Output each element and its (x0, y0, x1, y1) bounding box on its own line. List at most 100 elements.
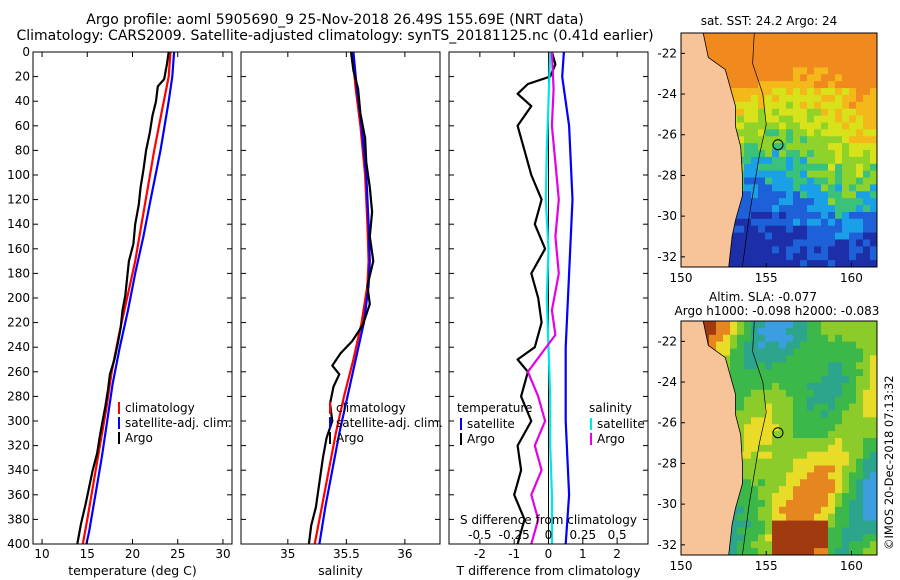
legend-label: Argo (467, 432, 495, 446)
legend-title-temperature: temperature (457, 401, 532, 415)
map-cell (800, 170, 808, 179)
map-cell (772, 520, 780, 529)
map-cell (744, 260, 752, 267)
map-cell (849, 170, 857, 179)
map-cell (856, 39, 864, 48)
map-cell (779, 211, 787, 220)
map-cell (828, 493, 836, 501)
map-cell (856, 417, 864, 425)
map-cell (828, 465, 836, 474)
map-cell (765, 46, 773, 55)
map-cell (814, 218, 822, 227)
map-cell (737, 389, 745, 398)
map-cell (807, 410, 815, 418)
map-cell (863, 321, 871, 329)
map-cell (814, 198, 822, 206)
map-cell (751, 150, 759, 158)
ytick-label: 360 (7, 488, 30, 502)
map-cell (737, 205, 745, 213)
map-cell (786, 493, 794, 501)
map-cell (821, 191, 829, 199)
sst-map-title: sat. SST: 24.2 Argo: 24 (701, 14, 838, 28)
map-cell (856, 101, 864, 110)
map-cell (814, 465, 822, 474)
map-cell (870, 177, 877, 186)
map-cell (779, 205, 787, 213)
map-cell (856, 205, 864, 213)
map-cell (828, 88, 836, 96)
map-cell (751, 389, 759, 398)
map-cell (835, 327, 843, 336)
map-cell (842, 156, 850, 165)
map-cell (779, 534, 787, 542)
map-cell (758, 479, 766, 487)
map-cell (779, 424, 787, 432)
map-cell (821, 431, 829, 439)
map-cell (814, 458, 822, 467)
map-cell (828, 101, 836, 110)
map-cell (863, 74, 871, 82)
map-cell (730, 355, 738, 363)
map-cell (856, 486, 864, 494)
map-cell (751, 486, 759, 494)
map-cell (821, 150, 829, 158)
map-cell (835, 424, 843, 432)
map-cell (772, 458, 780, 467)
map-cell (751, 122, 759, 130)
map-cell (779, 506, 787, 515)
map-cell (779, 253, 787, 261)
map-cell (758, 177, 766, 186)
map-cell (786, 513, 794, 522)
map-cell (758, 527, 766, 535)
map-cell (793, 143, 801, 151)
map-cell (758, 225, 766, 234)
map-cell (849, 417, 857, 425)
map-cell (744, 88, 752, 96)
map-cell (772, 191, 780, 199)
map-cell (842, 513, 850, 522)
map-cell (716, 327, 724, 336)
map-cell (758, 548, 766, 555)
map-cell (849, 362, 857, 370)
map-cell (870, 506, 877, 515)
map-cell (870, 232, 877, 241)
map-cell (807, 389, 815, 398)
map-cell (814, 369, 822, 377)
map-cell (863, 534, 871, 542)
map-cell (793, 403, 801, 412)
map-cell (751, 534, 759, 542)
map-cell (828, 341, 836, 350)
series-line-argo (307, 51, 375, 545)
map-cell (744, 493, 752, 501)
map-cell (758, 170, 766, 179)
map-cell (800, 253, 808, 261)
map-cell (842, 170, 850, 179)
map-cell (709, 39, 717, 48)
map-cell (835, 53, 843, 62)
map-cell (758, 410, 766, 418)
map-cell (800, 369, 808, 377)
map-cell (779, 39, 787, 48)
map-cell (800, 506, 808, 515)
map-cell (751, 438, 759, 446)
map-cell (863, 513, 871, 522)
map-cell (744, 53, 752, 62)
map-cell (793, 170, 801, 179)
map-cell (751, 198, 759, 206)
map-cell (842, 177, 850, 186)
bathymetry-contour (742, 321, 767, 555)
map-cell (751, 382, 759, 391)
map-cell (765, 424, 773, 432)
map-cell (779, 81, 787, 89)
map-cell (842, 389, 850, 398)
map-cell (814, 136, 822, 144)
map-cell (751, 81, 759, 89)
map-cell (870, 198, 877, 206)
map-cell (765, 334, 773, 343)
map-cell (765, 163, 773, 172)
map-cell (800, 33, 808, 41)
map-cell (807, 499, 815, 508)
map-cell (800, 548, 808, 555)
map-cell (870, 396, 877, 405)
map-cell (856, 53, 864, 62)
